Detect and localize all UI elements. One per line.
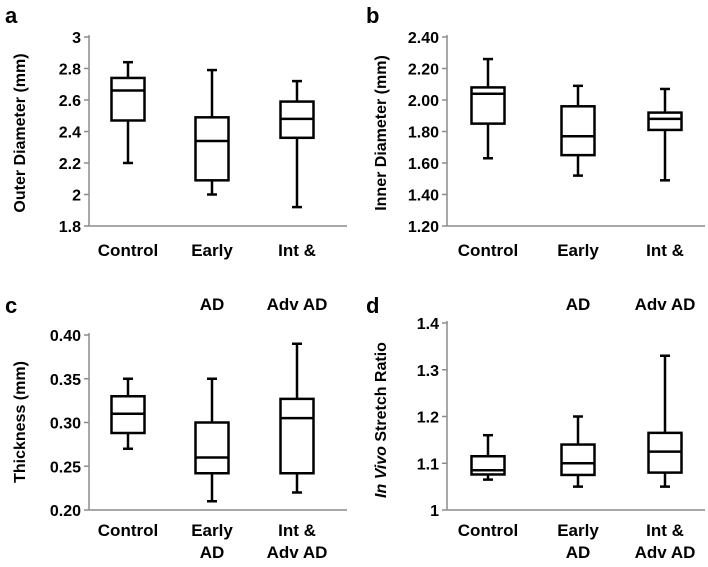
panel-c-label: c [5,293,17,318]
panel-c-y-axis-label: Thickness (mm) [12,361,29,483]
panel-b-y-tick-label: 1.80 [408,125,439,142]
panel-a-y-tick-label: 2.6 [59,93,81,110]
panel-a-y-axis-label: Outer Diameter (mm) [12,53,29,212]
panel-c-category-label: Early [191,521,233,540]
panel-c-category-label: Control [98,521,158,540]
panel-a-y-tick-label: 3 [72,30,81,47]
panel-c-category-label-line2: Adv AD [267,543,328,562]
panel-d-category-label: Early [557,521,599,540]
panel-a-box-1 [194,68,230,196]
panel-b-box-0 [470,57,506,160]
panel-d-y-axis-label-italic: In Vivo [373,446,390,498]
panel-c-box-1 [194,377,230,503]
panel-c-y-tick-label: 0.40 [50,328,81,345]
panel-b-iqr-box [647,111,683,132]
panel-b-y-tick-label: 1.40 [408,188,439,205]
panel-d-box-1 [560,415,596,488]
panel-a-y-tick-label: 2 [72,188,81,205]
panel-d-top-group-label: AD [566,295,591,314]
panel-d-category-label-line2: Adv AD [635,543,696,562]
panel-c-category-label-line2: AD [200,543,225,562]
panel-c-y-tick-label: 0.35 [50,372,81,389]
panel-d-box-2 [647,354,683,488]
panel-c-y-tick-label: 0.20 [50,503,81,520]
panel-b-category-label: Int & [646,241,684,260]
panel-b-box-1 [560,84,596,177]
panel-d: d In Vivo Stretch Ratio 1 1.1 1.2 1.3 1.4 Con… [366,293,705,562]
panel-c-category-label: Int & [278,521,316,540]
panel-b-box-2 [647,87,683,182]
panel-d-iqr-box [470,454,506,476]
panel-d-y-axis-label-rest: Stretch Ratio [373,342,390,446]
panel-d-y-tick-label: 1.3 [417,363,439,380]
panel-b-y-tick-label: 2.20 [408,62,439,79]
panel-d-box-0 [470,433,506,481]
panel-d-iqr-box [560,443,596,477]
panel-c-top-group-label: AD [200,295,225,314]
panel-a-y-tick-label: 1.8 [59,219,81,236]
panel-b-y-tick-label: 1.60 [408,156,439,173]
panel-d-y-tick-label: 1.4 [417,316,439,333]
panel-c-box-2 [279,342,315,494]
panel-c-top-group-label: Adv AD [267,295,328,314]
panel-a-label: a [5,3,18,28]
panel-b-y-tick-label: 2.00 [408,93,439,110]
panel-b-y-tick-label: 2.40 [408,30,439,47]
panel-a-y-tick-label: 2.8 [59,62,81,79]
panel-d-y-tick-label: 1.1 [417,456,439,473]
panel-b: b Inner Diameter (mm) 1.20 1.40 1.60 1.80 2.… [366,3,705,260]
panel-a-category-label: Int & [278,241,316,260]
panel-d-top-group-label: Adv AD [635,295,696,314]
panel-b-label: b [366,3,379,28]
panel-d-category-label: Int & [646,521,684,540]
panel-a-box-0 [110,60,146,165]
panel-b-category-label: Control [458,241,518,260]
panel-c-box-0 [110,377,146,450]
panel-b-category-label: Early [557,241,599,260]
panel-d-category-label-line2: AD [566,543,591,562]
panel-a-category-label: Control [98,241,158,260]
panel-c-y-tick-label: 0.30 [50,416,81,433]
panel-b-y-axis-label: Inner Diameter (mm) [373,55,390,211]
panel-a-y-tick-label: 2.2 [59,156,81,173]
panel-a: a Outer Diameter (mm) 1.8 2 2.2 2.4 2.6 2.8 3 C… [5,3,347,260]
panel-c-iqr-box [279,397,315,475]
panel-d-y-axis-label: In Vivo Stretch Ratio [373,342,390,498]
panel-d-label: d [366,293,379,318]
panel-c-y-tick-label: 0.25 [50,459,81,476]
panel-b-iqr-box [560,105,596,157]
panel-a-iqr-box [110,76,146,122]
panel-a-y-tick-label: 2.4 [59,125,81,142]
panel-a-iqr-box [194,116,230,182]
panel-d-y-tick-label: 1 [430,503,439,520]
panel-c: c Thickness (mm) 0.20 0.25 0.30 0.35 0.40 Con… [5,293,347,562]
panel-a-category-label: Early [191,241,233,260]
panel-a-box-2 [279,79,315,209]
panel-d-y-tick-label: 1.2 [417,410,439,427]
panel-c-iqr-box [194,421,230,475]
panel-b-y-tick-label: 1.20 [408,219,439,236]
panel-d-category-label: Control [458,521,518,540]
